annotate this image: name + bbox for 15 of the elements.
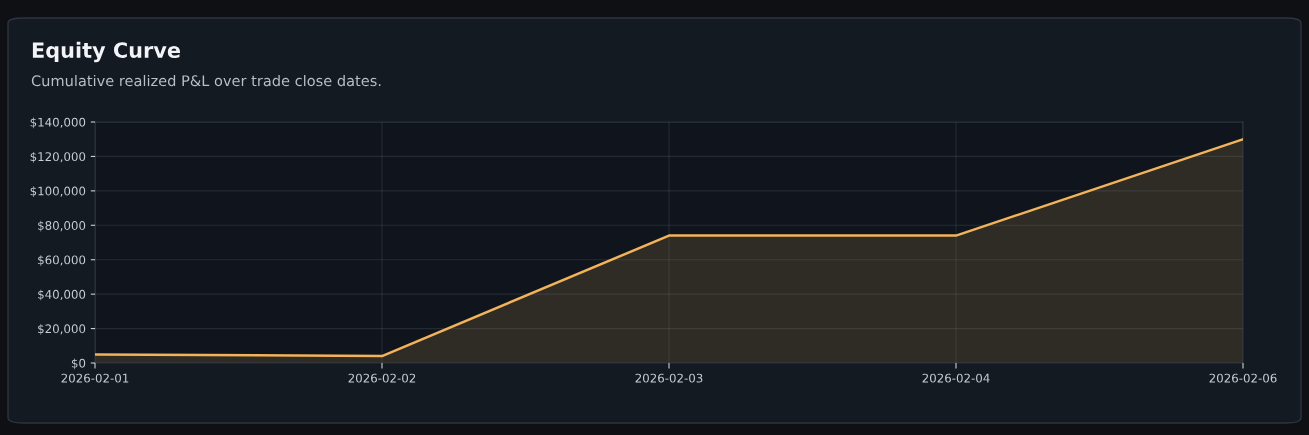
- y-tick-label: $120,000: [30, 151, 86, 163]
- x-tick-label: 2026-02-03: [635, 373, 703, 383]
- chart-subtitle: Cumulative realized P&L over trade close dates.: [31, 74, 381, 87]
- y-tick-label: $100,000: [30, 186, 86, 198]
- y-tick-label: $20,000: [38, 324, 86, 335]
- x-tick-label: 2026-02-02: [348, 373, 416, 383]
- x-tick-label: 2026-02-01: [61, 373, 129, 383]
- x-tick-label: 2026-02-06: [1209, 373, 1277, 383]
- chart-title: Equity Curve: [32, 41, 181, 63]
- y-tick-label: $0: [71, 358, 86, 370]
- y-tick-label: $140,000: [30, 117, 86, 129]
- x-tick-label: 2026-02-04: [922, 373, 990, 383]
- y-tick-label: $60,000: [38, 255, 86, 266]
- y-tick-label: $40,000: [38, 289, 86, 301]
- y-tick-label: $80,000: [38, 220, 86, 232]
